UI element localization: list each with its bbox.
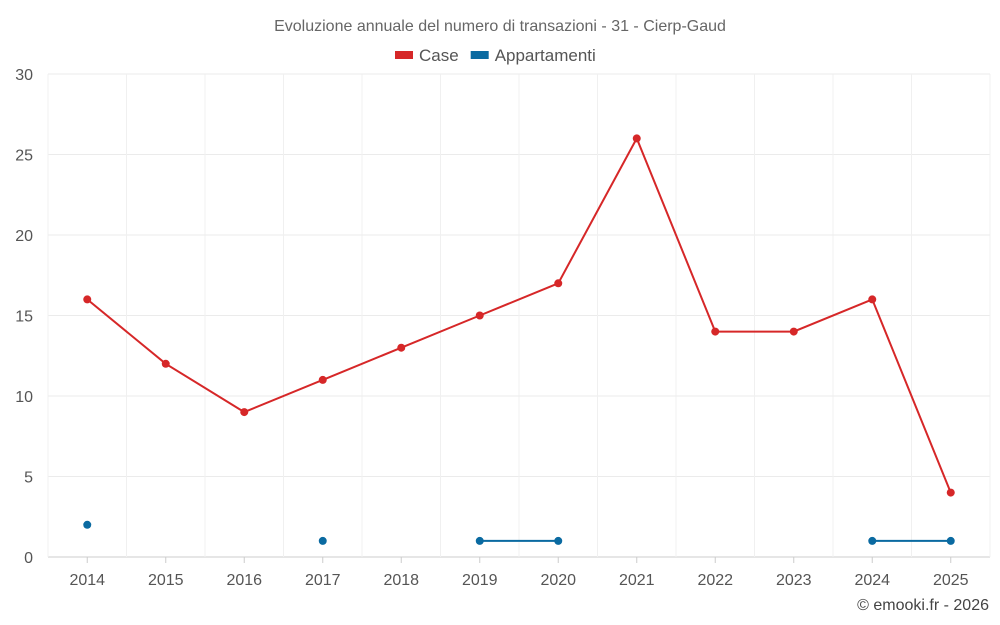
data-point — [868, 295, 877, 304]
y-tick-label: 15 — [15, 309, 33, 326]
data-point — [318, 536, 327, 545]
legend: Case Appartamenti — [395, 46, 596, 65]
x-tick-label: 2020 — [540, 572, 576, 589]
x-tick-label: 2015 — [148, 572, 184, 589]
data-point — [868, 536, 877, 545]
data-point — [240, 408, 249, 417]
grid — [47, 73, 991, 558]
data-point — [789, 327, 798, 336]
x-tick-label: 2014 — [69, 572, 105, 589]
y-tick-label: 30 — [15, 67, 33, 84]
data-point — [83, 295, 92, 304]
data-point — [318, 375, 327, 384]
y-tick-label: 25 — [15, 148, 33, 165]
x-tick-label: 2018 — [383, 572, 419, 589]
legend-label: Appartamenti — [495, 46, 596, 65]
x-tick-label: 2025 — [933, 572, 969, 589]
y-tick-label: 0 — [24, 550, 33, 567]
data-point — [554, 536, 563, 545]
data-point — [554, 279, 563, 288]
series-case — [83, 134, 955, 497]
legend-label: Case — [419, 46, 459, 65]
data-point — [946, 488, 955, 497]
series-appartamenti — [83, 520, 955, 545]
series-layer — [83, 134, 955, 545]
x-tick-label: 2017 — [305, 572, 341, 589]
data-point — [632, 134, 641, 143]
data-point — [161, 359, 170, 368]
legend-swatch — [395, 51, 413, 59]
chart-title: Evoluzione annuale del numero di transaz… — [274, 18, 726, 35]
y-tick-label: 20 — [15, 228, 33, 245]
data-point — [83, 520, 92, 529]
credit-text: © emooki.fr - 2026 — [857, 597, 989, 614]
x-tick-label: 2023 — [776, 572, 812, 589]
data-point — [475, 536, 484, 545]
data-point — [397, 343, 406, 352]
y-tick-label: 10 — [15, 389, 33, 406]
x-tick-label: 2022 — [697, 572, 733, 589]
x-tick-label: 2021 — [619, 572, 655, 589]
data-point — [946, 536, 955, 545]
x-tick-label: 2016 — [226, 572, 262, 589]
data-point — [711, 327, 720, 336]
x-tick-label: 2024 — [854, 572, 890, 589]
series-line — [86, 136, 952, 493]
y-tick-label: 5 — [24, 470, 33, 487]
data-point — [475, 311, 484, 320]
legend-swatch — [470, 51, 489, 59]
x-tick-label: 2019 — [462, 572, 498, 589]
